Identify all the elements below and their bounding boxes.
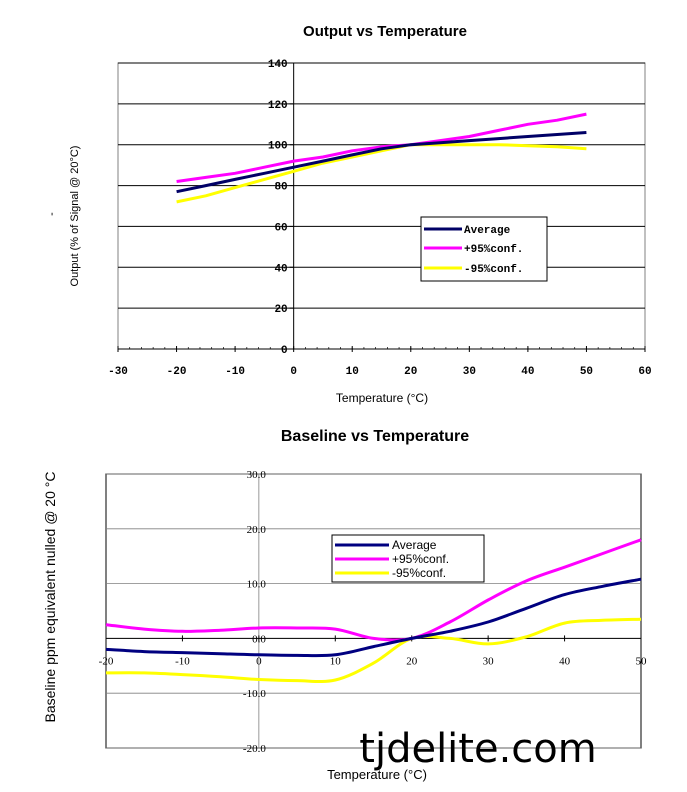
chart1-y-tick-label: 60 (274, 222, 287, 234)
chart2-y-tick-label: 30.0 (247, 469, 267, 481)
chart1-legend-label-minus95: -95%conf. (464, 264, 523, 276)
chart1-y-tick-label: 140 (268, 59, 288, 71)
chart1-series-line-plus95 (176, 112, 587, 183)
output-vs-temperature-chart: Output vs Temperature 020406080100120140… (46, 23, 652, 405)
baseline-vs-temperature-chart: Baseline vs Temperature 30.020.010.00.0-… (42, 428, 647, 782)
chart2-x-tick-label: -10 (175, 655, 190, 667)
chart1-x-tick-label: 40 (521, 366, 534, 378)
chart2-legend: Average +95%conf. -95%conf. (331, 534, 485, 583)
chart1-legend: Average +95%conf. -95%conf. (420, 216, 548, 282)
chart2-x-axis-label: Temperature (°C) (327, 767, 427, 782)
chart2-series-line-plus95 (105, 538, 642, 642)
chart1-x-tick-label: 60 (638, 366, 651, 378)
chart1-x-tick-label: 30 (463, 366, 476, 378)
chart1-legend-label-plus95: +95%conf. (464, 244, 523, 256)
chart1-title: Output vs Temperature (303, 23, 467, 40)
chart1-y-tick-label: 20 (274, 304, 287, 316)
watermark-text: tjdelite.com (359, 726, 596, 772)
chart1-y-tick-label: 100 (268, 141, 288, 153)
chart2-legend-label-average: Average (392, 538, 437, 552)
chart2-legend-label-plus95: +95%conf. (392, 552, 449, 566)
chart1-x-tick-label: 0 (290, 366, 297, 378)
chart1-plot-area (117, 62, 646, 350)
chart2-y-tick-label: -10.0 (243, 688, 266, 700)
chart2-y-tick-label: -20.0 (243, 743, 266, 755)
chart2-x-tick-label: 10 (330, 655, 342, 667)
chart1-y-axis-label: Output (% of Signal @ 20°C) (69, 146, 81, 287)
chart1-x-tick-label: -20 (167, 366, 187, 378)
chart1-x-tick-label: 10 (346, 366, 359, 378)
chart1-series-line-average (176, 131, 587, 194)
chart2-x-tick-label: 30 (483, 655, 495, 667)
chart1-legend-label-average: Average (464, 225, 511, 237)
chart2-x-tick-label: 50 (636, 655, 648, 667)
chart1-series-line-minus95 (176, 143, 587, 204)
chart2-legend-label-minus95: -95%conf. (392, 566, 446, 580)
chart2-series-line-minus95 (105, 617, 642, 684)
chart1-x-tick-label: -10 (225, 366, 245, 378)
chart1-x-tick-label: 20 (404, 366, 417, 378)
chart1-y-axis-prefix: - (46, 212, 58, 216)
chart1-x-tick-label: 50 (580, 366, 593, 378)
chart1-y-tick-label: 0 (281, 345, 288, 357)
chart2-y-axis-label: Baseline ppm equivalent nulled @ 20 °C (42, 472, 58, 723)
chart2-x-tick-label: -20 (99, 655, 114, 667)
chart1-y-tick-label: 120 (268, 100, 288, 112)
chart1-x-axis-label: Temperature (°C) (336, 391, 428, 405)
chart1-y-tick-label: 80 (274, 182, 287, 194)
chart1-x-tick-label: -30 (108, 366, 128, 378)
chart2-x-tick-label: 20 (406, 655, 418, 667)
chart2-y-tick-label: 10.0 (247, 579, 267, 591)
chart2-title: Baseline vs Temperature (281, 428, 469, 445)
chart2-plot-area (105, 473, 642, 749)
chart2-x-tick-label: 40 (559, 655, 571, 667)
chart2-y-tick-label: 20.0 (247, 524, 267, 536)
chart1-y-tick-label: 40 (274, 263, 287, 275)
chart2-series-line-average (105, 577, 642, 658)
chart2-x-tick-label: 0 (256, 655, 262, 667)
